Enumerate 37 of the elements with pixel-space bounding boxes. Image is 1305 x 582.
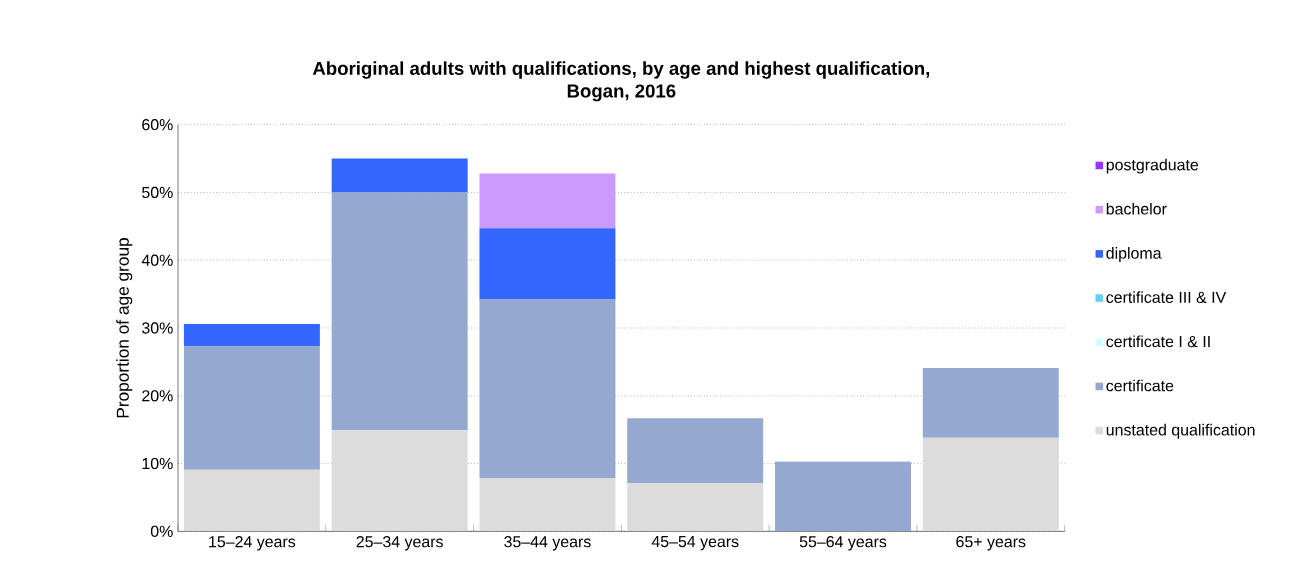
x-tick-label: 25–34 years bbox=[356, 536, 443, 551]
y-tick-label: 60% bbox=[142, 119, 173, 131]
bar bbox=[627, 418, 764, 484]
y-tick-label: 30% bbox=[142, 322, 173, 334]
x-tick-label: 65+ years bbox=[956, 536, 1026, 551]
y-tick-label: 20% bbox=[142, 390, 173, 402]
y-axis-title: Proportion of age group bbox=[116, 238, 133, 418]
legend-label: certificate III & IV bbox=[1106, 291, 1227, 303]
bar bbox=[479, 228, 616, 300]
legend-label: bachelor bbox=[1106, 202, 1167, 215]
bar bbox=[331, 192, 468, 431]
bar bbox=[183, 323, 320, 347]
bar bbox=[479, 299, 616, 479]
legend-label: certificate bbox=[1106, 379, 1174, 392]
bar bbox=[331, 158, 468, 193]
legend-label: unstated qualification bbox=[1106, 423, 1255, 439]
x-tick-label: 15–24 years bbox=[209, 536, 296, 551]
y-tick-label: 10% bbox=[142, 457, 173, 470]
y-tick-label: 50% bbox=[142, 186, 173, 199]
legend-label: certificate I & II bbox=[1106, 335, 1210, 348]
bar bbox=[331, 430, 468, 532]
bar bbox=[183, 346, 320, 470]
legend-label: diploma bbox=[1106, 247, 1162, 262]
x-tick-label: 45–54 years bbox=[651, 536, 739, 551]
bar bbox=[775, 461, 911, 532]
y-tick-label: 40% bbox=[141, 254, 173, 266]
bar bbox=[922, 367, 1059, 438]
chart-title: Aboriginal adults with qualifications, by age and highest qualification, Bogan, 2016 bbox=[312, 61, 930, 102]
bar bbox=[922, 437, 1059, 532]
y-tick-label: 0% bbox=[150, 525, 173, 537]
bar bbox=[183, 469, 320, 532]
bar bbox=[627, 483, 764, 532]
legend-label: postgraduate bbox=[1106, 158, 1199, 174]
bar bbox=[479, 478, 616, 532]
x-tick-label: 35–44 years bbox=[504, 536, 591, 551]
x-tick-label: 55–64 years bbox=[799, 536, 887, 551]
bar bbox=[479, 173, 616, 229]
